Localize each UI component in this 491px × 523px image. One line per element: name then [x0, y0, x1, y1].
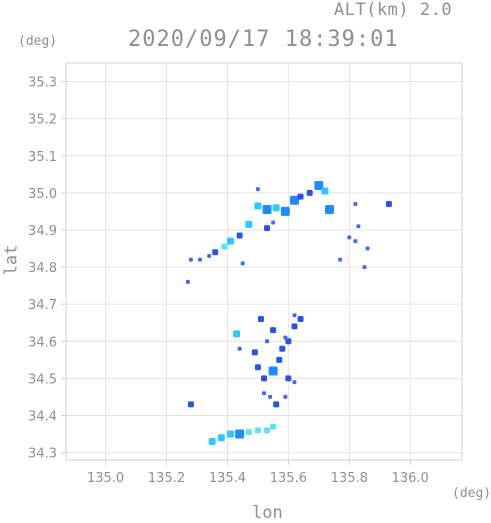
echo-cell — [262, 391, 266, 396]
echo-cells — [185, 180, 392, 445]
echo-cell — [268, 394, 273, 399]
echo-cell — [356, 224, 361, 229]
x-axis-title: lon — [252, 503, 283, 523]
echo-cell — [268, 366, 278, 376]
echo-cell — [297, 193, 304, 200]
y-tick-label: 34.8 — [28, 261, 57, 276]
echo-cell — [279, 345, 286, 352]
echo-cell — [291, 323, 298, 330]
echo-cell — [314, 180, 324, 190]
y-tick-label: 35.0 — [28, 187, 57, 202]
echo-cell — [362, 265, 367, 270]
echo-cell — [233, 330, 241, 338]
echo-cell — [338, 257, 343, 262]
y-tick-label: 34.6 — [28, 335, 57, 350]
echo-cell — [226, 237, 234, 245]
x-tick-label: 135.4 — [209, 471, 246, 486]
y-tick-label: 35.3 — [28, 76, 57, 91]
echo-cell — [217, 434, 225, 442]
echo-cell — [365, 246, 370, 251]
y-tick-label: 34.9 — [28, 224, 57, 239]
echo-cell — [321, 187, 329, 195]
echo-cell — [212, 249, 219, 256]
echo-cell — [285, 375, 292, 382]
echo-cell — [255, 187, 260, 192]
echo-cell — [237, 346, 242, 351]
x-tick-label: 135.6 — [270, 471, 307, 486]
altitude-label: ALT(km) 2.0 — [334, 0, 453, 20]
echo-cell — [207, 253, 212, 258]
y-tick-label: 35.2 — [28, 113, 57, 128]
echo-cell — [264, 427, 271, 434]
echo-cell — [347, 235, 352, 240]
x-tick-label: 136.0 — [392, 471, 429, 486]
echo-cell — [283, 394, 288, 399]
plot-frame — [65, 62, 463, 461]
echo-cell — [353, 201, 358, 206]
echo-cell — [198, 257, 203, 262]
y-tick-label: 34.7 — [28, 298, 57, 313]
echo-cell — [385, 200, 392, 207]
echo-cell — [306, 189, 313, 196]
grid — [66, 63, 462, 460]
echo-cell — [257, 316, 264, 323]
echo-cell — [272, 204, 280, 212]
echo-cell — [251, 349, 258, 356]
echo-cell — [273, 401, 280, 408]
echo-cell — [265, 339, 270, 344]
echo-cell — [261, 375, 267, 382]
echo-cell — [292, 380, 297, 385]
echo-cell — [235, 429, 245, 439]
echo-cell — [262, 205, 272, 215]
echo-cell — [285, 338, 292, 345]
timestamp-title: 2020/09/17 18:39:01 — [128, 27, 399, 52]
echo-cell — [297, 316, 304, 323]
x-axis-unit: (deg) — [452, 486, 491, 501]
echo-cell — [289, 195, 299, 205]
echo-cell — [264, 225, 271, 232]
echo-cell — [187, 401, 194, 408]
echo-cell — [221, 243, 228, 250]
echo-cell — [240, 261, 245, 266]
echo-cell — [254, 427, 261, 434]
echo-cell — [245, 220, 253, 228]
echo-cell — [276, 356, 283, 363]
y-tick-label: 34.5 — [28, 372, 57, 387]
x-tick-label: 135.8 — [331, 471, 368, 486]
echo-cell — [271, 220, 276, 225]
y-tick-label: 35.1 — [28, 150, 57, 165]
echo-cell — [283, 335, 288, 340]
echo-cell — [270, 327, 277, 334]
echo-cell — [208, 437, 216, 445]
y-axis-unit: (deg) — [18, 34, 58, 49]
echo-cell — [353, 239, 358, 244]
x-tick-label: 135.2 — [148, 471, 185, 486]
echo-cell — [254, 202, 262, 210]
axes: 135.0 135.2 135.4 135.6 135.8 136.0 34.3 34.4 34… — [28, 62, 463, 486]
echo-cell — [292, 313, 297, 318]
echo-cell — [324, 205, 334, 215]
y-tick-label: 34.3 — [28, 447, 57, 462]
echo-cell — [254, 364, 261, 371]
y-tick-label: 34.4 — [28, 409, 57, 424]
echo-cell — [270, 423, 277, 430]
echo-cell — [280, 206, 290, 216]
x-tick-label: 135.0 — [87, 471, 124, 486]
echo-cell — [188, 257, 193, 262]
echo-cell — [236, 232, 243, 239]
echo-cell — [245, 429, 252, 436]
echo-cell — [226, 430, 234, 438]
echo-cell — [185, 279, 190, 284]
